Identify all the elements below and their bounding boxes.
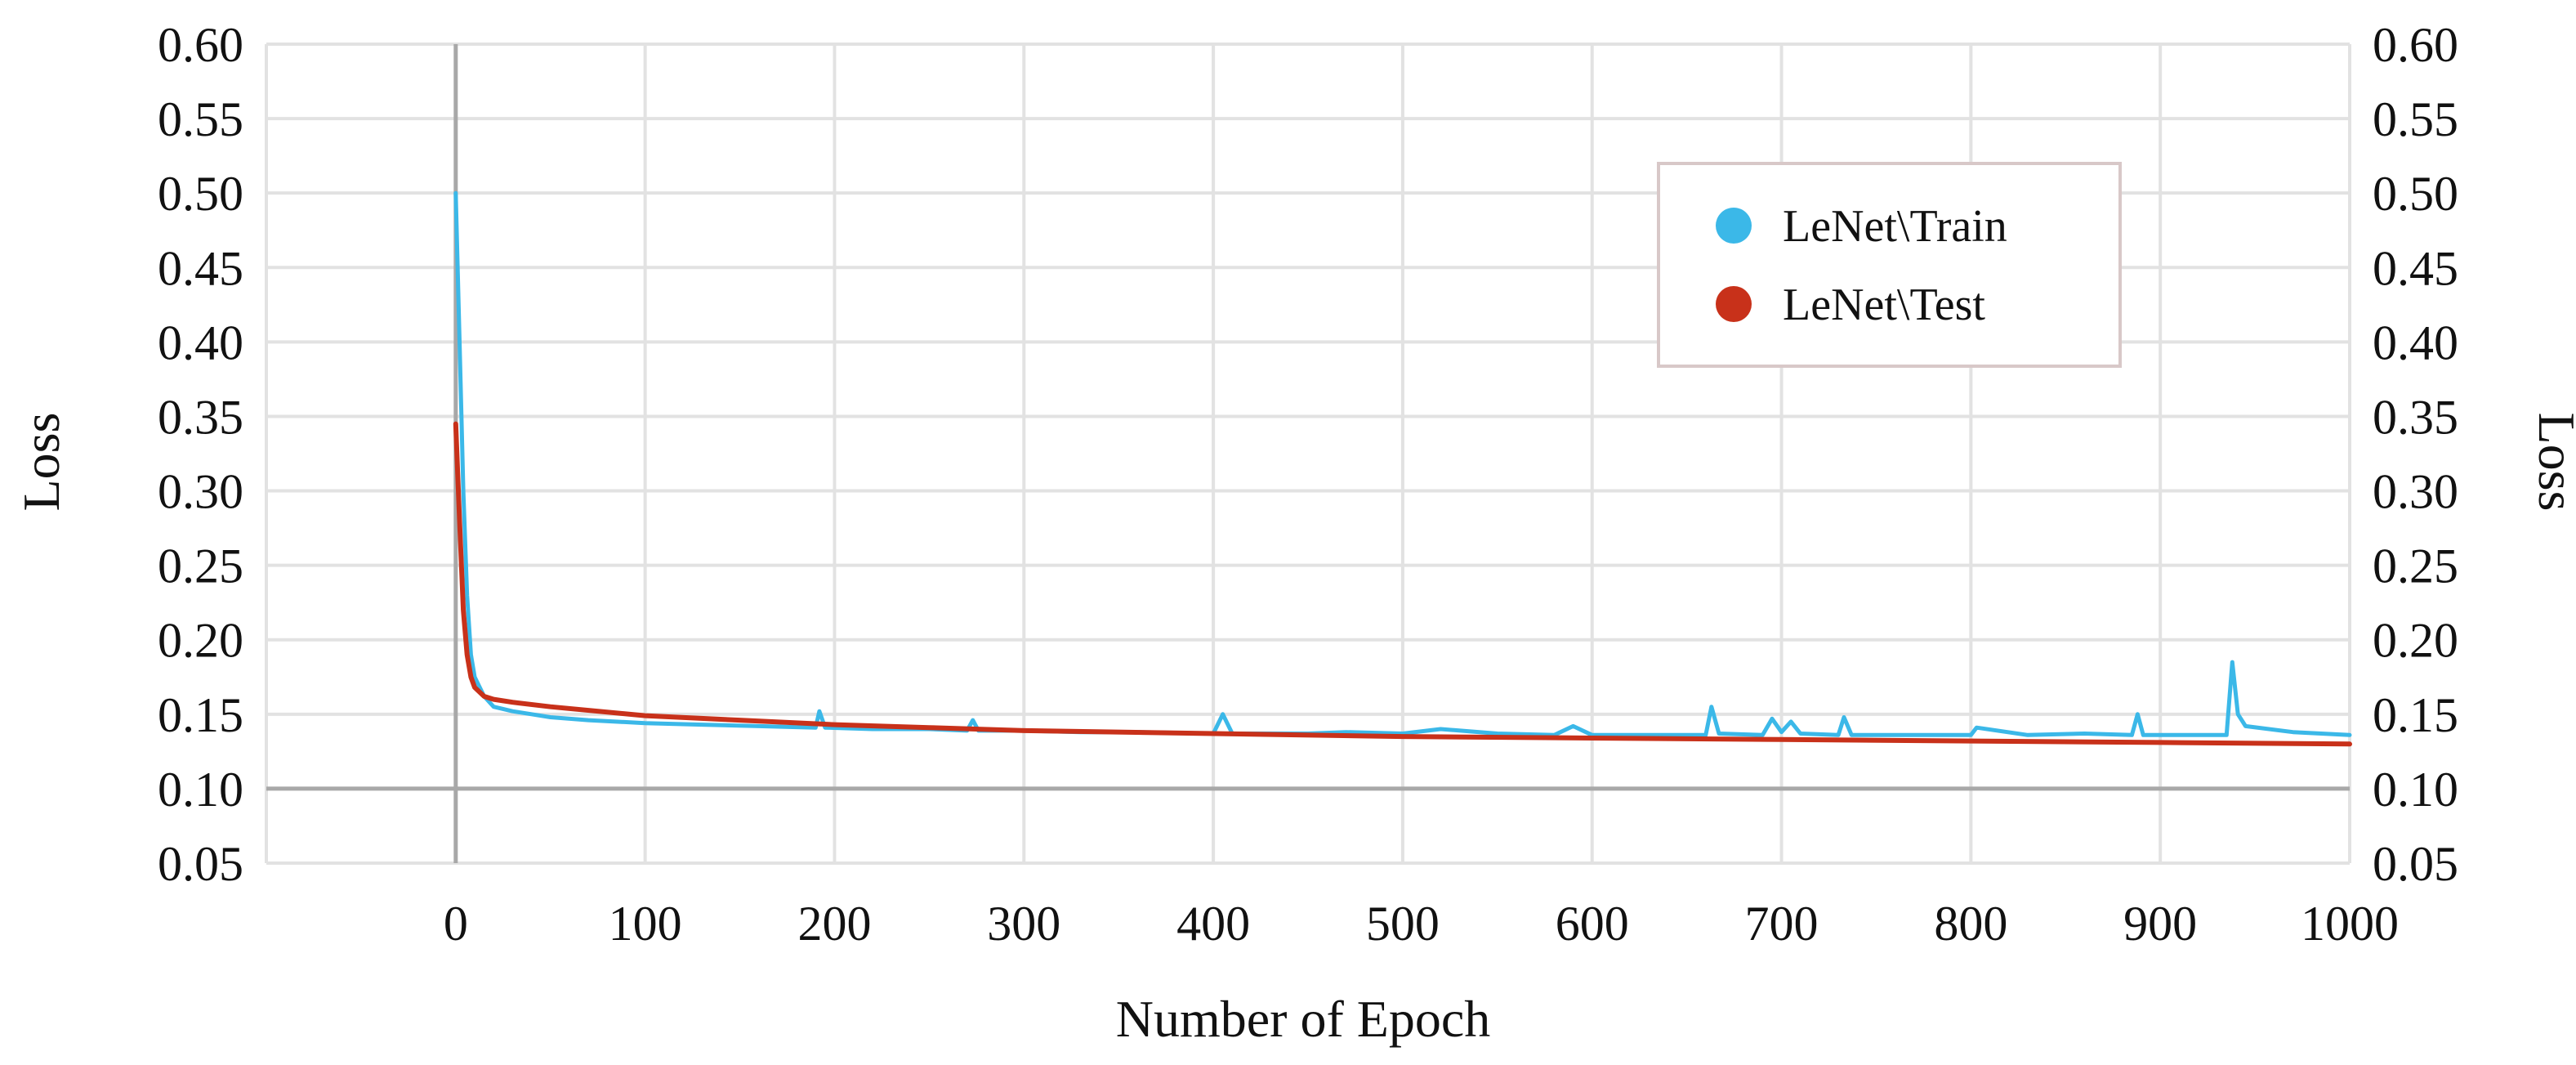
y-tick-label-right: 0.40 xyxy=(2373,315,2458,369)
y-tick-label-left: 0.40 xyxy=(158,315,243,369)
y-tick-label-right: 0.35 xyxy=(2373,390,2458,444)
x-tick-label: 1000 xyxy=(2301,897,2399,951)
x-axis-title: Number of Epoch xyxy=(1116,990,1491,1048)
x-tick-label: 100 xyxy=(609,897,682,951)
x-tick-label: 800 xyxy=(1934,897,2007,951)
y-tick-label-left: 0.10 xyxy=(158,763,243,817)
legend-label-train: LeNet\Train xyxy=(1783,201,2007,252)
x-tick-label: 500 xyxy=(1366,897,1440,951)
y-tick-label-right: 0.30 xyxy=(2373,465,2458,519)
legend: LeNet\Train LeNet\Test xyxy=(1657,162,2122,368)
legend-label-test: LeNet\Test xyxy=(1783,280,1985,330)
series-lines xyxy=(453,190,2352,747)
legend-swatch-test xyxy=(1716,286,1752,322)
x-tick-label: 900 xyxy=(2123,897,2197,951)
y-tick-label-right: 0.50 xyxy=(2373,167,2458,221)
y-axis-title-right: Loss xyxy=(2528,413,2576,512)
y-tick-label-right: 0.55 xyxy=(2373,92,2458,146)
y-tick-label-left: 0.35 xyxy=(158,390,243,444)
y-axis-title-left: Loss xyxy=(12,413,70,512)
y-tick-label-left: 0.30 xyxy=(158,465,243,519)
x-tick-label: 300 xyxy=(987,897,1060,951)
y-tick-label-left: 0.15 xyxy=(158,688,243,742)
y-tick-label-right: 0.25 xyxy=(2373,539,2458,593)
y-tick-label-left: 0.25 xyxy=(158,539,243,593)
x-tick-label: 700 xyxy=(1745,897,1819,951)
y-tick-label-right: 0.10 xyxy=(2373,763,2458,817)
y-tick-label-right: 0.45 xyxy=(2373,241,2458,295)
y-tick-label-right: 0.15 xyxy=(2373,688,2458,742)
x-tick-label: 0 xyxy=(444,897,468,951)
y-tick-label-left: 0.45 xyxy=(158,241,243,295)
tick-labels: 0.05 0.05 0.10 0.10 0.15 0.15 0.20 0.20 0.25 0.25… xyxy=(158,18,2458,951)
x-tick-label: 200 xyxy=(797,897,871,951)
y-tick-label-left: 0.20 xyxy=(158,614,243,668)
x-tick-label: 400 xyxy=(1176,897,1250,951)
series-line-train xyxy=(453,190,2352,737)
y-tick-label-left: 0.55 xyxy=(158,92,243,146)
y-tick-label-right: 0.05 xyxy=(2373,837,2458,891)
legend-box xyxy=(1657,162,2122,368)
x-tick-label: 600 xyxy=(1556,897,1629,951)
series-line-test xyxy=(453,421,2352,747)
y-tick-label-left: 0.05 xyxy=(158,837,243,891)
y-tick-label-left: 0.50 xyxy=(158,167,243,221)
y-tick-label-left: 0.60 xyxy=(158,18,243,72)
y-tick-label-right: 0.20 xyxy=(2373,614,2458,668)
legend-swatch-train xyxy=(1716,208,1752,244)
y-tick-label-right: 0.60 xyxy=(2373,18,2458,72)
